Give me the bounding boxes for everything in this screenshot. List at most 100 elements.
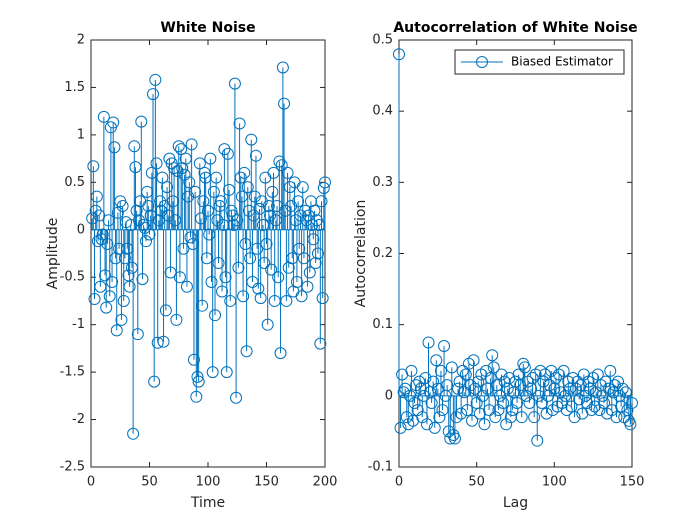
stem-marker (466, 414, 479, 427)
stem-marker (290, 275, 303, 288)
stem-marker (393, 48, 405, 61)
stem-marker (523, 396, 536, 409)
stem-marker (400, 411, 413, 424)
x-tick-label: 50 (468, 475, 485, 490)
stem-marker (93, 209, 106, 222)
stem-marker (170, 313, 183, 326)
stem-marker (624, 418, 637, 431)
stem-marker (619, 386, 632, 399)
chart-title: Autocorrelation of White Noise (393, 20, 637, 36)
stem-marker (500, 418, 513, 431)
stem-marker (258, 256, 271, 269)
stem-marker (107, 116, 120, 129)
stem-marker (147, 88, 160, 101)
stem-marker (210, 171, 223, 184)
stem-marker (219, 271, 232, 284)
stem-marker (209, 309, 222, 322)
stem-marker (248, 190, 261, 203)
stem-marker (135, 115, 148, 128)
stem-marker (456, 364, 469, 377)
stem-marker (136, 273, 149, 286)
stem-marker (132, 214, 145, 227)
stem-marker (192, 375, 205, 388)
stem-marker (489, 411, 502, 424)
stem-marker (254, 292, 267, 305)
stem-marker (272, 271, 285, 284)
stem-marker (315, 195, 328, 208)
stem-marker (434, 364, 447, 377)
stem-marker (484, 372, 497, 385)
stem-marker (142, 200, 155, 213)
stem-marker (596, 389, 609, 402)
stem-marker (486, 349, 499, 362)
stem-marker (189, 185, 202, 198)
stem-marker (286, 252, 299, 265)
y-tick-label: 0.1 (372, 317, 393, 332)
y-tick-label: -2 (72, 412, 85, 427)
stem-marker (204, 152, 217, 165)
stem-marker (168, 162, 181, 175)
stem-marker (515, 411, 528, 424)
stem-marker (626, 396, 638, 409)
stem-marker (88, 293, 101, 306)
stem-marker (292, 195, 305, 208)
stem-marker (226, 209, 239, 222)
stem-marker (177, 242, 190, 255)
stem-marker (314, 337, 327, 350)
stem-marker (316, 292, 329, 305)
x-tick-label: 100 (196, 475, 221, 490)
stem-marker (532, 389, 545, 402)
stem-marker (157, 335, 170, 348)
stem-marker (96, 228, 109, 241)
stem-marker (495, 368, 508, 381)
stem-marker (616, 382, 629, 395)
x-tick-label: 100 (542, 475, 567, 490)
stem-marker (207, 185, 220, 198)
stem-marker (148, 375, 161, 388)
stem-marker (260, 238, 273, 251)
stem-marker (197, 195, 210, 208)
stem-marker (225, 204, 238, 217)
stem-marker (303, 266, 316, 279)
stem-marker (610, 411, 623, 424)
stem-marker (293, 242, 306, 255)
stem-marker (470, 396, 483, 409)
stem-marker (245, 133, 258, 146)
stem-marker (249, 149, 262, 162)
stem-marker (161, 181, 174, 194)
stem-marker (151, 336, 164, 349)
stem-marker (255, 195, 268, 208)
stem-marker (122, 269, 135, 282)
stem-marker (149, 73, 162, 86)
stem-marker (280, 294, 293, 307)
stem-marker (563, 382, 576, 395)
stem-marker (175, 143, 188, 156)
stem-marker (455, 407, 468, 420)
stem-marker (240, 345, 253, 358)
stem-marker (580, 396, 593, 409)
x-tick-label: 50 (141, 475, 158, 490)
stem-marker (296, 181, 309, 194)
stem-marker (116, 200, 129, 213)
legend-marker (476, 56, 488, 68)
stem-marker (511, 396, 524, 409)
stem-marker (540, 407, 553, 420)
stem-marker (492, 404, 505, 417)
stem-marker (591, 368, 604, 381)
stem-marker (565, 400, 578, 413)
y-axis-label: Autocorrelation (353, 200, 369, 308)
stem-marker (441, 379, 454, 392)
stem-marker (237, 290, 250, 303)
stem-marker (531, 434, 544, 447)
stem-marker (108, 141, 121, 154)
stem-marker (150, 157, 163, 170)
stem-marker (535, 396, 548, 409)
stem-marker (206, 366, 219, 379)
stem-marker (97, 110, 110, 123)
y-tick-label: -0.1 (368, 460, 393, 475)
stem-marker (90, 190, 103, 203)
stem-marker (244, 252, 257, 265)
y-tick-label: -2.5 (60, 460, 85, 475)
y-tick-label: 0 (385, 388, 393, 403)
